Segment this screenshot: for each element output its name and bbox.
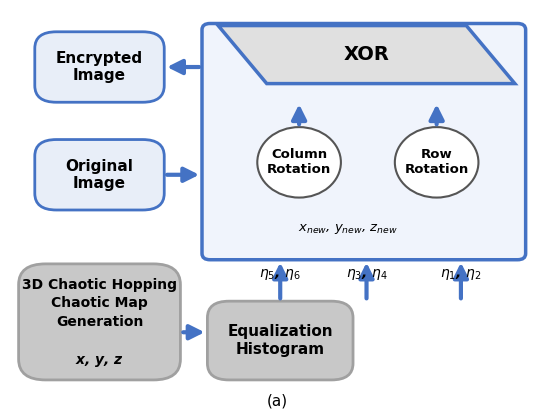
Text: Original
Image: Original Image — [65, 159, 134, 191]
FancyBboxPatch shape — [202, 24, 526, 260]
Polygon shape — [218, 26, 515, 84]
Text: $\bfit{x}$, $\bfit{y}$, $\bfit{z}$: $\bfit{x}$, $\bfit{y}$, $\bfit{z}$ — [75, 354, 124, 369]
FancyBboxPatch shape — [207, 301, 353, 380]
Ellipse shape — [395, 127, 478, 197]
FancyBboxPatch shape — [19, 264, 180, 380]
Text: Column
Rotation: Column Rotation — [267, 148, 331, 176]
Text: $\eta_5$, $\eta_6$: $\eta_5$, $\eta_6$ — [260, 267, 301, 282]
Text: $\eta_1$, $\eta_2$: $\eta_1$, $\eta_2$ — [440, 267, 482, 282]
Text: Row
Rotation: Row Rotation — [404, 148, 469, 176]
FancyBboxPatch shape — [35, 32, 164, 102]
Text: 3D Chaotic Hopping
Chaotic Map
Generation: 3D Chaotic Hopping Chaotic Map Generatio… — [22, 278, 177, 328]
Ellipse shape — [257, 127, 341, 197]
Text: Encrypted
Image: Encrypted Image — [56, 51, 143, 83]
Text: XOR: XOR — [344, 45, 389, 64]
FancyBboxPatch shape — [35, 139, 164, 210]
Text: (a): (a) — [267, 394, 288, 409]
Text: $x_{new}$, $y_{new}$, $z_{new}$: $x_{new}$, $y_{new}$, $z_{new}$ — [298, 222, 398, 236]
Text: Equalization
Histogram: Equalization Histogram — [227, 324, 333, 357]
Text: $\eta_3$, $\eta_4$: $\eta_3$, $\eta_4$ — [345, 267, 387, 282]
